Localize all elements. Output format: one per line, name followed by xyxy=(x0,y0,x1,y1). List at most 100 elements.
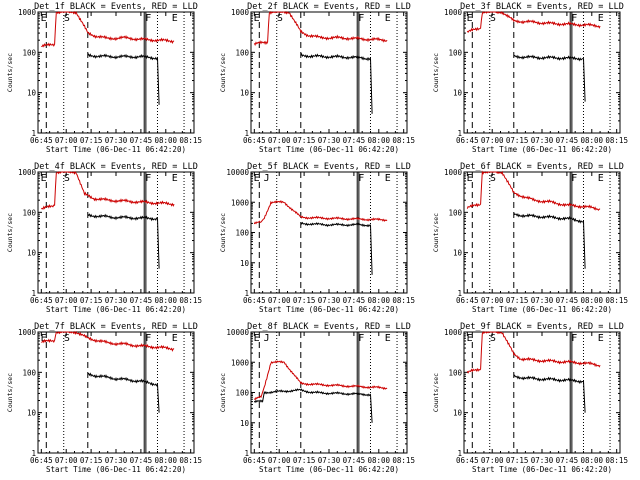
chart-panel: Det_5f BLACK = Events, RED = LLD 1 10 100 10… xyxy=(219,162,415,314)
y-tick-label: 1 xyxy=(31,449,36,458)
x-tick-label: 07:00 xyxy=(55,136,78,145)
y-tick-label: 1000 xyxy=(444,168,463,177)
x-tick-label: 06:45 xyxy=(30,296,53,305)
marker-letter: E xyxy=(254,13,260,24)
marker-letter: J xyxy=(264,333,270,344)
y-tick-label: 1000 xyxy=(231,8,250,17)
chart-panel: Det_7f BLACK = Events, RED = LLD 1 10 100 10… xyxy=(6,322,202,474)
marker-letter: S xyxy=(64,333,70,344)
y-tick-label: 10 xyxy=(240,259,250,268)
lld-series-line xyxy=(466,330,601,374)
x-tick-label: 07:30 xyxy=(105,136,128,145)
marker-letter: E xyxy=(41,333,47,344)
x-tick-label: 08:00 xyxy=(580,456,603,465)
x-tick-label: 07:00 xyxy=(55,456,78,465)
y-axis-label: Counts/sec xyxy=(432,373,440,412)
x-tick-label: 07:30 xyxy=(531,136,554,145)
events-series-line xyxy=(87,213,160,269)
x-tick-label: 07:30 xyxy=(318,296,341,305)
y-tick-label: 100 xyxy=(22,368,36,377)
x-tick-label: 07:30 xyxy=(531,456,554,465)
x-tick-label: 07:15 xyxy=(80,296,103,305)
marker-letter: E xyxy=(172,13,178,24)
plot-frame xyxy=(250,171,408,294)
x-tick-label: 07:30 xyxy=(105,296,128,305)
x-tick-label: 07:00 xyxy=(481,296,504,305)
marker-letter: E xyxy=(385,333,391,344)
y-tick-label: 1 xyxy=(457,289,462,298)
x-tick-label: 07:15 xyxy=(506,296,529,305)
plot-frame xyxy=(37,11,195,134)
events-series-line xyxy=(253,388,373,423)
x-tick-label: 07:00 xyxy=(55,296,78,305)
y-axis-label: Counts/sec xyxy=(6,213,14,252)
x-tick-label: 08:00 xyxy=(154,296,177,305)
y-tick-label: 10000 xyxy=(226,168,249,177)
y-tick-label: 10 xyxy=(453,249,463,258)
y-tick-label: 10 xyxy=(240,419,250,428)
x-tick-label: 08:15 xyxy=(392,296,415,305)
x-tick-label: 07:15 xyxy=(293,296,316,305)
chart-panel: Det_1f BLACK = Events, RED = LLD 1 10 100 10… xyxy=(6,2,202,154)
y-tick-label: 1000 xyxy=(18,168,37,177)
y-tick-label: 100 xyxy=(448,368,462,377)
x-tick-label: 08:00 xyxy=(580,136,603,145)
y-tick-label: 100 xyxy=(448,208,462,217)
chart-title: Det_1f BLACK = Events, RED = LLD xyxy=(34,2,198,12)
x-axis-label: Start Time (06-Dec-11 06:42:20) xyxy=(46,145,186,154)
y-tick-label: 100 xyxy=(22,48,36,57)
y-tick-label: 10000 xyxy=(226,328,249,337)
y-axis-label: Counts/sec xyxy=(432,53,440,92)
marker-letter: E xyxy=(385,13,391,24)
x-tick-label: 08:00 xyxy=(154,136,177,145)
marker-letter: F xyxy=(571,13,577,24)
y-tick-label: 100 xyxy=(235,389,249,398)
x-tick-label: 07:15 xyxy=(80,136,103,145)
y-tick-label: 10 xyxy=(27,249,37,258)
x-tick-label: 07:00 xyxy=(268,296,291,305)
x-axis-label: Start Time (06-Dec-11 06:42:20) xyxy=(46,305,186,314)
y-tick-label: 1 xyxy=(244,129,249,138)
y-tick-label: 1 xyxy=(457,449,462,458)
x-axis-label: Start Time (06-Dec-11 06:42:20) xyxy=(259,305,399,314)
marker-letter: E xyxy=(41,13,47,24)
events-series-line xyxy=(87,372,160,413)
events-series-line xyxy=(513,54,586,102)
marker-letter: E xyxy=(172,333,178,344)
x-tick-label: 07:45 xyxy=(556,456,579,465)
y-axis-label: Counts/sec xyxy=(219,53,227,92)
marker-letter: F xyxy=(145,333,151,344)
y-tick-label: 10 xyxy=(240,89,250,98)
x-tick-label: 08:15 xyxy=(605,456,628,465)
marker-letter: S xyxy=(277,13,283,24)
chart-title: Det_5f BLACK = Events, RED = LLD xyxy=(247,162,411,172)
x-axis-label: Start Time (06-Dec-11 06:42:20) xyxy=(472,465,612,474)
y-tick-label: 1000 xyxy=(231,198,250,207)
x-tick-label: 07:00 xyxy=(481,136,504,145)
marker-letter: E xyxy=(598,13,604,24)
x-axis-label: Start Time (06-Dec-11 06:42:20) xyxy=(472,305,612,314)
y-tick-label: 10 xyxy=(453,89,463,98)
marker-letter: S xyxy=(490,13,496,24)
plot-frame xyxy=(37,331,195,454)
marker-letter: F xyxy=(358,13,364,24)
x-tick-label: 07:30 xyxy=(531,296,554,305)
x-tick-label: 06:45 xyxy=(456,296,479,305)
lld-series-line xyxy=(466,11,601,33)
x-tick-label: 06:45 xyxy=(30,136,53,145)
x-tick-label: 07:45 xyxy=(343,296,366,305)
y-tick-label: 100 xyxy=(235,48,249,57)
y-tick-label: 1 xyxy=(244,289,249,298)
x-axis-label: Start Time (06-Dec-11 06:42:20) xyxy=(46,465,186,474)
marker-letter: J xyxy=(264,173,270,184)
marker-letter: F xyxy=(145,173,151,184)
marker-letter: E xyxy=(467,13,473,24)
x-tick-label: 08:15 xyxy=(392,456,415,465)
chart-panel: Det_2f BLACK = Events, RED = LLD 1 10 100 10… xyxy=(219,2,415,154)
lld-series-line xyxy=(41,330,175,352)
marker-letter: E xyxy=(172,173,178,184)
lld-series-line xyxy=(41,10,175,48)
plot-frame xyxy=(37,171,195,294)
events-series-line xyxy=(513,374,586,413)
x-tick-label: 07:00 xyxy=(268,136,291,145)
